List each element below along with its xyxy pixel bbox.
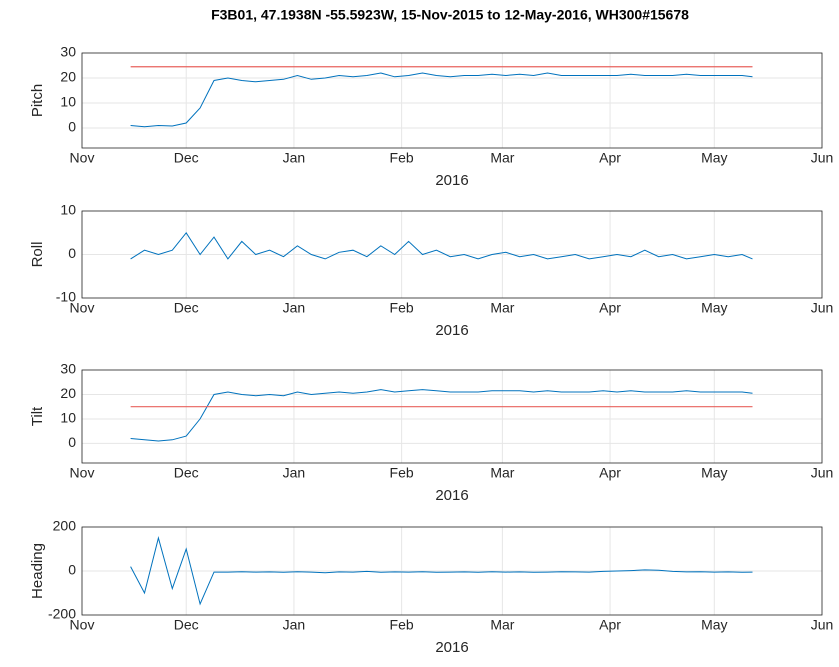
x-tick-label: Jan (283, 617, 306, 633)
x-tick-label: Mar (490, 300, 514, 316)
x-tick-label: Feb (390, 300, 414, 316)
x-axis-label: 2016 (435, 172, 468, 189)
y-tick-label: 0 (68, 562, 76, 578)
y-tick-label: 10 (60, 202, 76, 218)
x-tick-label: Dec (174, 150, 199, 166)
x-tick-label: May (701, 465, 727, 481)
y-tick-label: 0 (68, 119, 76, 135)
data-line (130, 389, 753, 442)
x-tick-label: Dec (174, 617, 199, 633)
y-tick-label: 10 (60, 410, 76, 426)
data-line (130, 231, 753, 260)
x-tick-label: Dec (174, 300, 199, 316)
x-tick-label: Apr (599, 617, 621, 633)
x-tick-label: Apr (599, 150, 621, 166)
x-tick-label: Jan (283, 300, 306, 316)
x-tick-label: Jun (811, 465, 834, 481)
y-tick-label: 20 (60, 69, 76, 85)
x-tick-label: Jun (811, 300, 834, 316)
y-tick-label: 30 (60, 44, 76, 60)
x-tick-label: May (701, 617, 727, 633)
x-tick-label: Jun (811, 617, 834, 633)
axes-box (81, 369, 823, 464)
chart-title: F3B01, 47.1938N -55.5923W, 15-Nov-2015 t… (211, 7, 689, 23)
y-axis-label: Tilt (29, 406, 46, 426)
x-tick-label: Feb (390, 617, 414, 633)
x-tick-label: Feb (390, 465, 414, 481)
x-tick-label: Nov (70, 300, 95, 316)
x-tick-label: Nov (70, 150, 95, 166)
x-tick-label: Jan (283, 465, 306, 481)
y-tick-label: 30 (60, 361, 76, 377)
axes-box (81, 52, 823, 149)
x-tick-label: Jan (283, 150, 306, 166)
x-tick-label: Dec (174, 465, 199, 481)
x-tick-label: Apr (599, 300, 621, 316)
x-tick-label: Jun (811, 150, 834, 166)
data-line (130, 72, 753, 128)
y-axis-label: Heading (29, 543, 46, 599)
y-axis-label: Roll (29, 242, 46, 268)
x-tick-label: May (701, 300, 727, 316)
x-tick-label: Mar (490, 150, 514, 166)
x-tick-label: May (701, 150, 727, 166)
y-tick-label: 20 (60, 385, 76, 401)
data-line (130, 536, 753, 606)
x-axis-label: 2016 (435, 639, 468, 656)
x-tick-label: Nov (70, 617, 95, 633)
x-axis-label: 2016 (435, 487, 468, 504)
x-tick-label: Nov (70, 465, 95, 481)
y-tick-label: -200 (48, 606, 76, 622)
x-tick-label: Mar (490, 465, 514, 481)
y-tick-label: 200 (53, 518, 77, 534)
y-tick-label: 0 (68, 245, 76, 261)
x-tick-label: Apr (599, 465, 621, 481)
x-tick-label: Mar (490, 617, 514, 633)
y-tick-label: -10 (56, 289, 76, 305)
x-tick-label: Feb (390, 150, 414, 166)
x-axis-label: 2016 (435, 322, 468, 339)
axes-box (81, 526, 823, 616)
y-axis-label: Pitch (29, 84, 46, 117)
y-tick-label: 10 (60, 94, 76, 110)
axes-box (81, 210, 823, 299)
y-tick-label: 0 (68, 434, 76, 450)
